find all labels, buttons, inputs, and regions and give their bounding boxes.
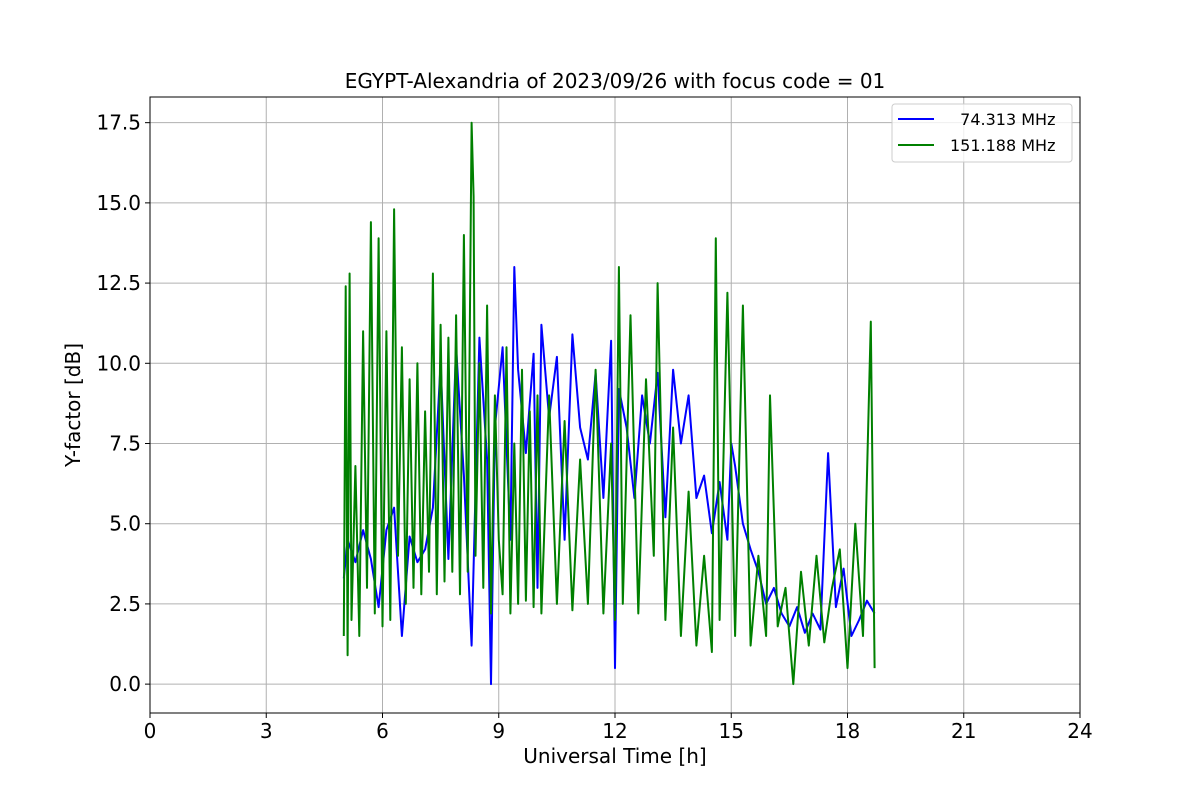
x-tick-label: 18 [835, 719, 860, 743]
chart-title: EGYPT-Alexandria of 2023/09/26 with focu… [345, 69, 886, 93]
ticks: 0 3 6 9 12 15 18 21 24 0.0 2.5 5.0 7.5 10.0 12.5 15.0 17… [96, 111, 1092, 743]
x-tick-label: 12 [602, 719, 627, 743]
x-tick-label: 15 [719, 719, 744, 743]
x-tick-label: 21 [951, 719, 976, 743]
y-tick-label: 7.5 [109, 432, 141, 456]
y-tick-label: 2.5 [109, 592, 141, 616]
x-tick-label: 3 [260, 719, 273, 743]
y-axis-label: Y-factor [dB] [61, 343, 85, 468]
legend: 74.313 MHz 151.188 MHz [891, 103, 1073, 163]
y-tick-label: 10.0 [96, 351, 141, 375]
y-tick-label: 0.0 [109, 672, 141, 696]
y-tick-label: 12.5 [96, 271, 141, 295]
y-tick-label: 5.0 [109, 512, 141, 536]
series-151-mhz-line [342, 121, 876, 686]
x-tick-label: 24 [1067, 719, 1092, 743]
legend-box [891, 103, 1073, 163]
x-tick-label: 0 [144, 719, 157, 743]
x-tick-label: 6 [376, 719, 389, 743]
legend-label-151-mhz: 151.188 MHz [950, 136, 1055, 155]
legend-label-74-mhz: 74.313 MHz [950, 110, 1055, 129]
y-tick-label: 15.0 [96, 191, 141, 215]
x-axis-label: Universal Time [h] [523, 744, 706, 768]
y-tick-label: 17.5 [96, 111, 141, 135]
x-tick-label: 9 [492, 719, 505, 743]
series-group [342, 121, 876, 686]
